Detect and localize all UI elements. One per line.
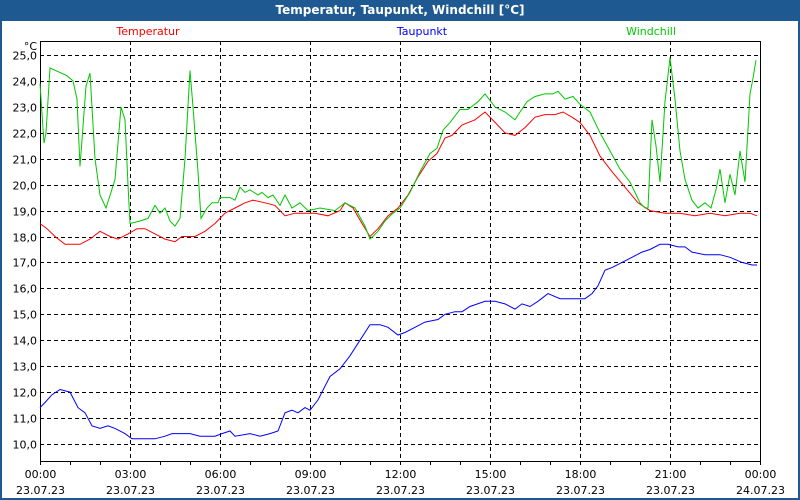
series-line-taupunkt [39,243,757,440]
x-tick-time: 21:00 [655,468,687,481]
y-tick-label: 23,0 [13,102,38,115]
legend-temperatur: Temperatur [115,25,180,38]
legend-windchill: Windchill [626,25,676,38]
y-tick-label: 25,0 [13,50,38,63]
x-tick-date: 23.07.23 [196,484,245,497]
y-tick-label: 10,0 [13,439,38,452]
series-line-windchill [39,57,757,240]
y-axis-unit: °C [24,40,38,53]
x-tick-date: 23.07.23 [16,484,65,497]
x-tick-date: 23.07.23 [466,484,515,497]
y-tick-label: 13,0 [13,361,38,374]
y-tick-label: 12,0 [13,387,38,400]
y-tick-label: 19,0 [13,206,38,219]
y-tick-label: 15,0 [13,309,38,322]
x-tick-time: 18:00 [565,468,597,481]
plot-frame [40,41,761,462]
y-tick-label: 20,0 [13,180,38,193]
legend-taupunkt: Taupunkt [396,25,448,38]
window-title: Temperatur, Taupunkt, Windchill [°C] [0,0,800,21]
x-tick-time: 06:00 [205,468,237,481]
y-tick-label: 16,0 [13,283,38,296]
x-tick-time: 03:00 [115,468,147,481]
y-tick-label: 24,0 [13,76,38,89]
y-tick-label: 17,0 [13,257,38,270]
x-tick-date: 23.07.23 [106,484,155,497]
x-tick-time: 00:00 [745,468,777,481]
y-tick-label: 18,0 [13,232,38,245]
x-tick-time: 15:00 [475,468,507,481]
y-tick-label: 14,0 [13,335,38,348]
x-tick-date: 23.07.23 [376,484,425,497]
x-tick-date: 23.07.23 [556,484,605,497]
x-tick-date: 23.07.23 [286,484,335,497]
x-tick-time: 00:00 [25,468,57,481]
x-tick-time: 12:00 [385,468,417,481]
x-tick-date: 23.07.23 [646,484,695,497]
x-tick-date: 24.07.23 [736,484,785,497]
series-line-temperatur [39,111,758,245]
y-tick-label: 22,0 [13,128,38,141]
x-tick-time: 09:00 [295,468,327,481]
y-tick-label: 21,0 [13,154,38,167]
y-tick-label: 11,0 [13,413,38,426]
